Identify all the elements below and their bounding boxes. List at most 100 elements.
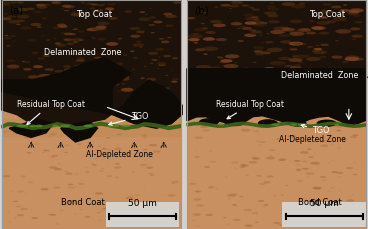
Ellipse shape <box>143 149 148 150</box>
Ellipse shape <box>208 66 222 70</box>
Ellipse shape <box>121 88 134 92</box>
Ellipse shape <box>251 157 257 159</box>
Ellipse shape <box>27 8 35 10</box>
Ellipse shape <box>351 38 357 40</box>
Ellipse shape <box>136 30 145 33</box>
Ellipse shape <box>234 68 250 73</box>
Ellipse shape <box>72 41 76 42</box>
Ellipse shape <box>205 31 216 34</box>
Ellipse shape <box>290 66 301 69</box>
Ellipse shape <box>51 1 61 4</box>
Ellipse shape <box>299 3 305 5</box>
Ellipse shape <box>63 65 71 68</box>
Ellipse shape <box>96 25 107 29</box>
Ellipse shape <box>310 200 319 203</box>
Ellipse shape <box>141 134 147 136</box>
Ellipse shape <box>77 57 85 59</box>
Ellipse shape <box>215 6 219 8</box>
Ellipse shape <box>201 129 210 132</box>
Ellipse shape <box>163 87 170 89</box>
Ellipse shape <box>268 20 280 24</box>
Polygon shape <box>2 57 131 108</box>
Ellipse shape <box>172 78 180 80</box>
Ellipse shape <box>97 4 105 6</box>
Ellipse shape <box>17 19 25 22</box>
Ellipse shape <box>55 86 67 90</box>
Ellipse shape <box>335 130 341 132</box>
Ellipse shape <box>56 44 66 47</box>
Ellipse shape <box>121 207 123 208</box>
Ellipse shape <box>193 198 201 201</box>
Ellipse shape <box>204 76 219 80</box>
Ellipse shape <box>245 17 259 20</box>
Ellipse shape <box>290 31 299 34</box>
Ellipse shape <box>326 72 337 75</box>
Bar <box>187 0 366 229</box>
Ellipse shape <box>105 156 107 157</box>
Ellipse shape <box>253 19 260 21</box>
Ellipse shape <box>69 33 76 35</box>
Ellipse shape <box>22 61 26 62</box>
Polygon shape <box>112 80 182 128</box>
Ellipse shape <box>296 169 302 170</box>
Ellipse shape <box>293 43 301 45</box>
Ellipse shape <box>220 61 227 63</box>
Ellipse shape <box>270 155 272 156</box>
Ellipse shape <box>220 4 231 7</box>
Ellipse shape <box>248 161 257 164</box>
Ellipse shape <box>242 74 256 78</box>
Ellipse shape <box>281 195 284 196</box>
Ellipse shape <box>280 78 289 80</box>
Ellipse shape <box>1 17 11 20</box>
Ellipse shape <box>298 61 303 63</box>
Ellipse shape <box>311 162 320 165</box>
Ellipse shape <box>339 190 340 191</box>
Ellipse shape <box>100 210 103 211</box>
Ellipse shape <box>307 177 309 178</box>
Ellipse shape <box>54 38 56 39</box>
Ellipse shape <box>244 224 253 227</box>
Ellipse shape <box>304 55 311 57</box>
Ellipse shape <box>306 47 310 49</box>
Ellipse shape <box>194 28 206 31</box>
Ellipse shape <box>16 206 22 207</box>
Ellipse shape <box>124 11 132 13</box>
Ellipse shape <box>64 171 68 172</box>
Ellipse shape <box>43 80 52 83</box>
Ellipse shape <box>27 90 30 91</box>
Ellipse shape <box>283 217 290 219</box>
Ellipse shape <box>273 27 289 31</box>
Ellipse shape <box>200 126 208 128</box>
Ellipse shape <box>63 38 72 41</box>
Ellipse shape <box>331 5 342 8</box>
Ellipse shape <box>55 43 60 44</box>
Ellipse shape <box>215 38 227 41</box>
Ellipse shape <box>227 194 236 197</box>
Ellipse shape <box>30 125 36 127</box>
Ellipse shape <box>108 163 110 164</box>
Ellipse shape <box>279 34 290 37</box>
Ellipse shape <box>289 32 305 36</box>
Ellipse shape <box>269 2 275 4</box>
Ellipse shape <box>18 8 29 11</box>
Ellipse shape <box>160 195 163 196</box>
Ellipse shape <box>171 81 178 83</box>
Ellipse shape <box>335 29 351 34</box>
Ellipse shape <box>313 76 322 79</box>
Ellipse shape <box>7 15 14 17</box>
Ellipse shape <box>252 8 260 11</box>
Ellipse shape <box>243 209 252 211</box>
Ellipse shape <box>346 167 353 169</box>
Ellipse shape <box>101 148 107 150</box>
Ellipse shape <box>41 81 53 85</box>
Ellipse shape <box>117 75 129 79</box>
Ellipse shape <box>7 59 16 62</box>
Ellipse shape <box>130 35 140 38</box>
Ellipse shape <box>91 3 98 5</box>
Ellipse shape <box>150 174 155 176</box>
Ellipse shape <box>101 168 104 169</box>
Ellipse shape <box>91 163 94 164</box>
Ellipse shape <box>28 182 33 183</box>
Ellipse shape <box>260 42 265 43</box>
Ellipse shape <box>193 68 201 70</box>
